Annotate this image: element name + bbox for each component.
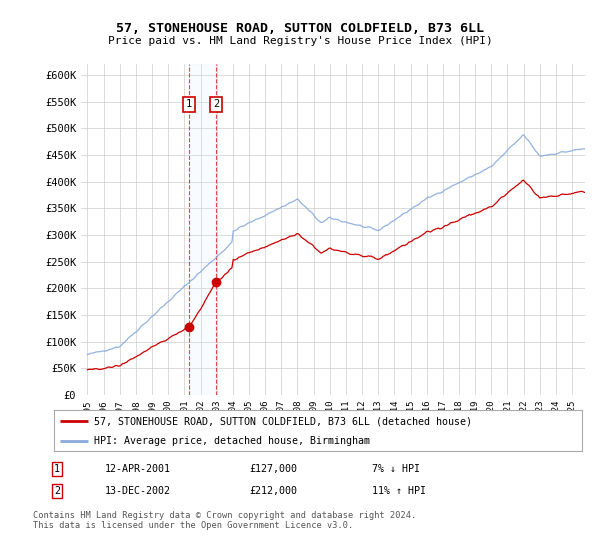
Text: £127,000: £127,000 bbox=[249, 464, 297, 474]
Text: £212,000: £212,000 bbox=[249, 486, 297, 496]
Text: 7% ↓ HPI: 7% ↓ HPI bbox=[372, 464, 420, 474]
Text: HPI: Average price, detached house, Birmingham: HPI: Average price, detached house, Birm… bbox=[94, 436, 370, 446]
Text: This data is licensed under the Open Government Licence v3.0.: This data is licensed under the Open Gov… bbox=[33, 521, 353, 530]
Text: 57, STONEHOUSE ROAD, SUTTON COLDFIELD, B73 6LL: 57, STONEHOUSE ROAD, SUTTON COLDFIELD, B… bbox=[116, 22, 484, 35]
Text: 2: 2 bbox=[213, 99, 219, 109]
Text: 12-APR-2001: 12-APR-2001 bbox=[105, 464, 171, 474]
Bar bbox=[189, 64, 216, 395]
Text: 1: 1 bbox=[54, 464, 60, 474]
Text: 1: 1 bbox=[186, 99, 192, 109]
Text: 57, STONEHOUSE ROAD, SUTTON COLDFIELD, B73 6LL (detached house): 57, STONEHOUSE ROAD, SUTTON COLDFIELD, B… bbox=[94, 417, 472, 426]
Text: Price paid vs. HM Land Registry's House Price Index (HPI): Price paid vs. HM Land Registry's House … bbox=[107, 36, 493, 46]
Text: Contains HM Land Registry data © Crown copyright and database right 2024.: Contains HM Land Registry data © Crown c… bbox=[33, 511, 416, 520]
Text: 13-DEC-2002: 13-DEC-2002 bbox=[105, 486, 171, 496]
Text: 2: 2 bbox=[54, 486, 60, 496]
Text: 11% ↑ HPI: 11% ↑ HPI bbox=[372, 486, 426, 496]
